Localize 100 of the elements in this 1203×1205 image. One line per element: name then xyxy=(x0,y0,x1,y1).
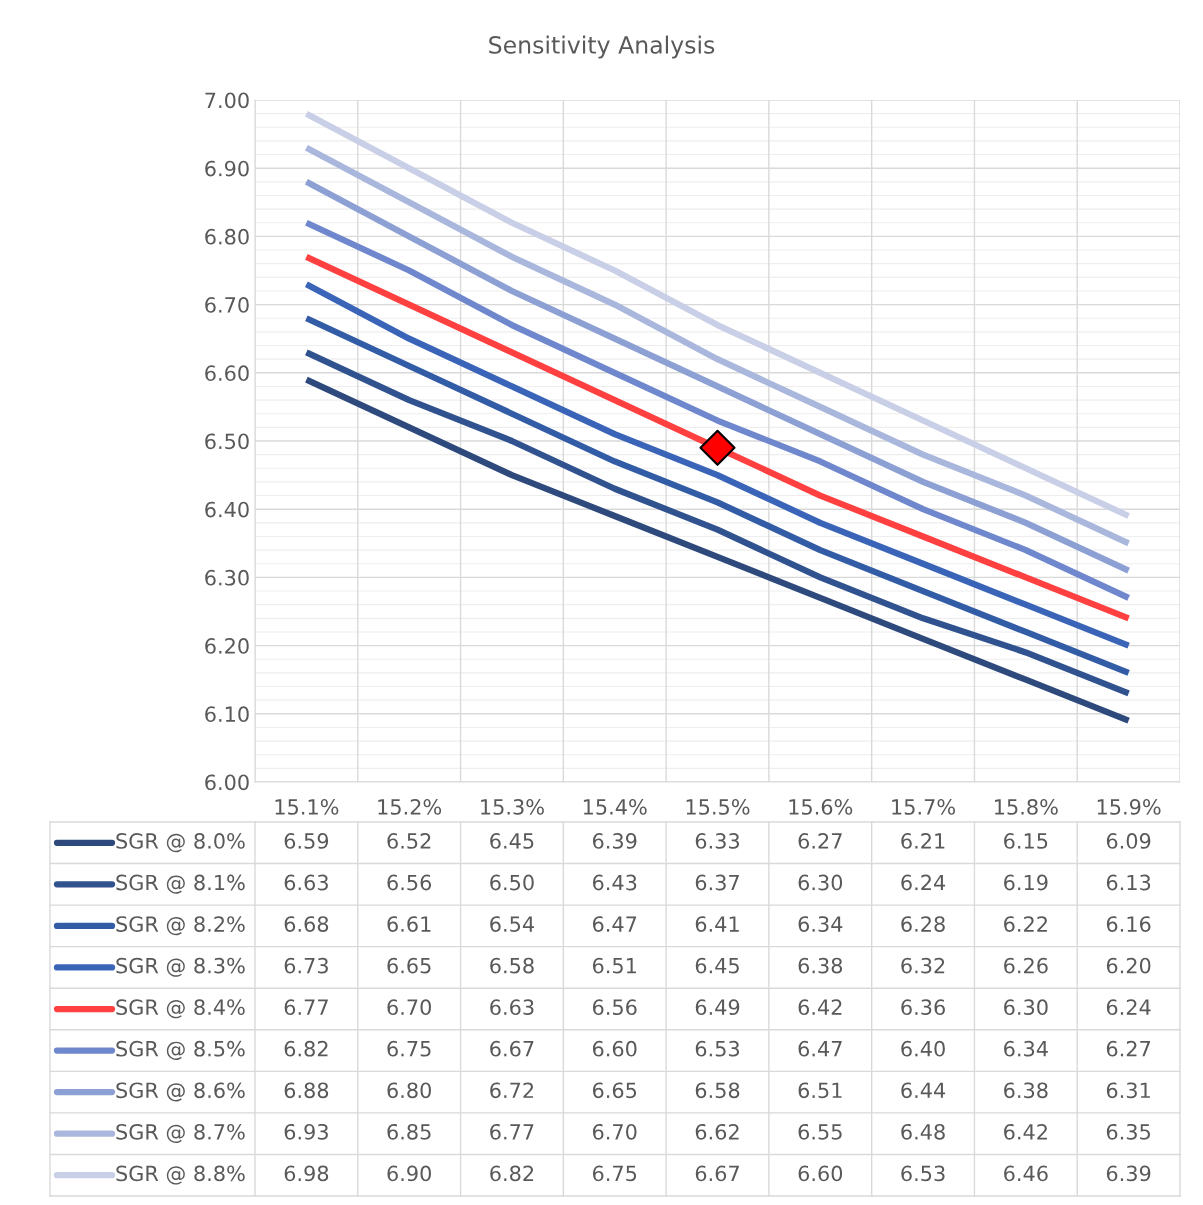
data-label: 6.34 xyxy=(1004,1040,1048,1057)
data-label: 6.60 xyxy=(798,1165,843,1182)
y-tick-label: 7.00 xyxy=(205,92,249,109)
data-label: 6.26 xyxy=(1004,957,1048,974)
data-label: 6.68 xyxy=(284,916,329,932)
legend-label: SGR @ 8.8% xyxy=(116,1165,245,1185)
data-label: 6.65 xyxy=(387,957,431,974)
data-label: 6.82 xyxy=(490,1165,534,1182)
data-label: 6.39 xyxy=(1106,1165,1151,1182)
data-label: 6.45 xyxy=(490,833,534,849)
x-tick-label: 15.6% xyxy=(789,799,853,815)
y-tick-label: 6.70 xyxy=(205,297,249,313)
data-label: 6.60 xyxy=(592,1040,637,1057)
data-label: 6.54 xyxy=(490,916,534,932)
data-label: 6.39 xyxy=(592,833,637,849)
data-label: 6.09 xyxy=(1106,833,1151,849)
legend-label: SGR @ 8.4% xyxy=(116,999,245,1019)
data-label: 6.70 xyxy=(387,999,431,1016)
data-label: 6.77 xyxy=(490,1123,534,1140)
x-tick-label: 15.2% xyxy=(378,799,442,815)
data-label: 6.51 xyxy=(798,1082,842,1099)
data-label: 6.40 xyxy=(901,1040,945,1057)
y-tick-label: 6.40 xyxy=(205,501,249,518)
data-label: 6.42 xyxy=(1004,1123,1047,1140)
data-label: 6.20 xyxy=(1106,957,1151,974)
data-label: 6.72 xyxy=(490,1082,534,1099)
data-label: 6.56 xyxy=(592,999,637,1016)
y-tick-label: 6.60 xyxy=(205,365,249,382)
data-label: 6.80 xyxy=(387,1082,431,1099)
data-label: 6.82 xyxy=(284,1040,328,1057)
data-label: 6.53 xyxy=(695,1040,740,1057)
data-label: 6.33 xyxy=(695,833,740,849)
data-label: 6.62 xyxy=(695,1123,739,1140)
data-label: 6.73 xyxy=(284,957,328,974)
data-label: 6.35 xyxy=(1106,1123,1150,1140)
data-label: 6.70 xyxy=(592,1123,637,1140)
data-label: 6.98 xyxy=(284,1165,329,1182)
data-label: 6.52 xyxy=(387,833,431,849)
data-label: 6.30 xyxy=(1004,999,1048,1016)
data-label: 6.50 xyxy=(490,874,534,891)
data-label: 6.38 xyxy=(1004,1082,1048,1099)
data-label: 6.67 xyxy=(695,1165,739,1182)
data-label: 6.32 xyxy=(901,957,945,974)
data-label: 6.21 xyxy=(901,833,945,849)
data-label: 6.59 xyxy=(284,833,329,849)
x-tick-label: 15.8% xyxy=(995,799,1058,815)
y-tick-label: 6.50 xyxy=(205,433,249,450)
data-label: 6.49 xyxy=(695,999,740,1016)
data-label: 6.63 xyxy=(490,999,534,1016)
data-label: 6.16 xyxy=(1106,916,1151,932)
data-label: 6.31 xyxy=(1106,1082,1150,1099)
legend-label: SGR @ 8.7% xyxy=(116,1123,245,1144)
x-tick-label: 15.5% xyxy=(686,799,750,815)
data-label: 6.46 xyxy=(1004,1165,1048,1182)
data-label: 6.34 xyxy=(798,916,843,932)
data-label: 6.36 xyxy=(901,999,945,1016)
data-label: 6.75 xyxy=(387,1040,431,1057)
data-label: 6.55 xyxy=(798,1123,842,1140)
data-label: 6.38 xyxy=(798,957,843,974)
data-label: 6.45 xyxy=(695,957,739,974)
data-label: 6.24 xyxy=(901,874,946,891)
data-label: 6.30 xyxy=(798,874,843,891)
data-label: 6.61 xyxy=(387,916,431,932)
data-label: 6.37 xyxy=(695,874,739,891)
data-label: 6.41 xyxy=(695,916,739,932)
legend-label: SGR @ 8.3% xyxy=(116,957,245,977)
data-label: 6.19 xyxy=(1004,874,1048,891)
y-tick-label: 6.90 xyxy=(205,160,249,177)
data-label: 6.53 xyxy=(901,1165,945,1182)
y-tick-label: 6.20 xyxy=(205,638,249,654)
data-label: 6.43 xyxy=(592,874,637,891)
data-label: 6.15 xyxy=(1004,833,1048,849)
data-label: 6.67 xyxy=(490,1040,534,1057)
data-label: 6.58 xyxy=(695,1082,740,1099)
data-label: 6.42 xyxy=(798,999,842,1016)
legend-label: SGR @ 8.6% xyxy=(116,1082,245,1102)
y-tick-label: 6.30 xyxy=(205,569,249,586)
legend-label: SGR @ 8.5% xyxy=(116,1040,245,1060)
legend-label: SGR @ 8.0% xyxy=(116,833,245,853)
y-tick-label: 6.10 xyxy=(205,706,249,723)
chart-title: Sensitivity Analysis xyxy=(489,35,715,59)
data-label: 6.75 xyxy=(592,1165,637,1182)
legend-label: SGR @ 8.1% xyxy=(116,874,245,894)
data-label: 6.28 xyxy=(901,916,945,932)
legend-label: SGR @ 8.2% xyxy=(116,916,245,936)
data-label: 6.85 xyxy=(387,1123,431,1140)
data-label: 6.22 xyxy=(1004,916,1047,932)
x-tick-label: 15.1% xyxy=(275,799,339,815)
data-label: 6.13 xyxy=(1106,874,1151,891)
data-label: 6.65 xyxy=(592,1082,637,1099)
data-label: 6.93 xyxy=(284,1123,328,1140)
data-label: 6.51 xyxy=(592,957,636,974)
data-label: 6.24 xyxy=(1106,999,1151,1016)
data-label: 6.48 xyxy=(901,1123,945,1140)
y-tick-label: 6.80 xyxy=(205,228,249,245)
x-tick-label: 15.7% xyxy=(892,799,955,815)
y-tick-label: 6.00 xyxy=(205,774,249,791)
data-label: 6.47 xyxy=(592,916,637,932)
data-label: 6.27 xyxy=(1106,1040,1151,1057)
x-tick-label: 15.3% xyxy=(481,799,544,815)
